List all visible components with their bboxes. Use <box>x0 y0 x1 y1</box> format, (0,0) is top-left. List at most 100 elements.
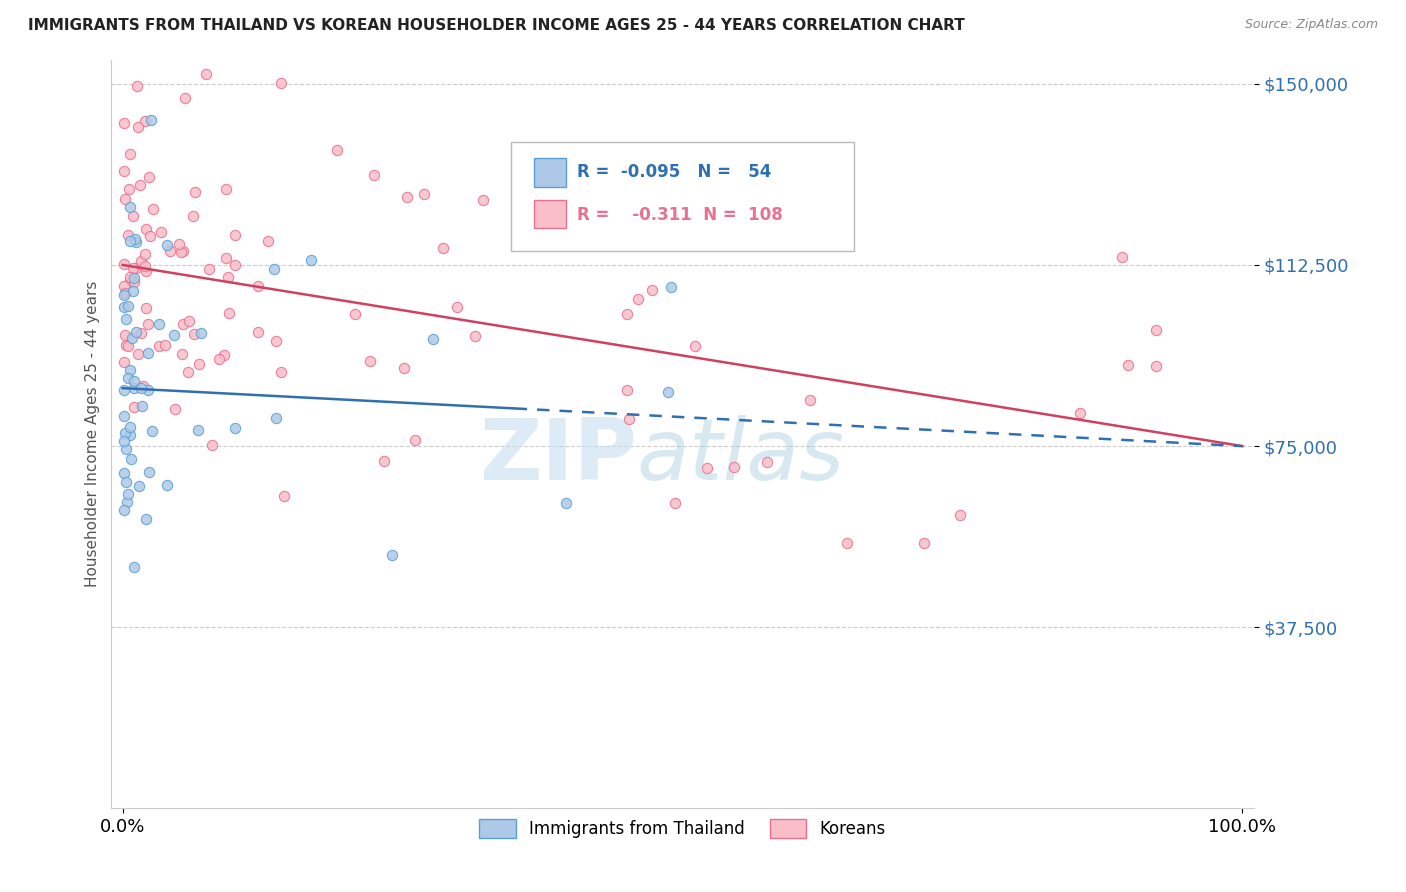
Point <box>117 299 139 313</box>
Point <box>266 411 288 425</box>
Point <box>156 477 179 491</box>
Point <box>117 495 139 509</box>
Point <box>198 262 221 277</box>
Point <box>129 253 152 268</box>
Point <box>212 349 235 363</box>
Point <box>224 421 246 435</box>
Point <box>127 120 149 135</box>
Point <box>187 423 209 437</box>
Point <box>392 361 415 376</box>
Point <box>1116 358 1139 372</box>
Y-axis label: Householder Income Ages 25 - 44 years: Householder Income Ages 25 - 44 years <box>86 281 100 587</box>
Point <box>127 347 149 361</box>
Point <box>112 278 135 293</box>
Point <box>121 210 143 224</box>
Point <box>696 461 718 475</box>
Point <box>124 261 146 276</box>
Point <box>912 535 935 549</box>
Point <box>136 317 159 331</box>
Point <box>124 325 146 339</box>
Point <box>129 326 152 341</box>
Point <box>163 327 186 342</box>
Point <box>799 393 821 408</box>
Point <box>159 244 181 258</box>
Point <box>616 307 638 321</box>
Point <box>343 307 366 321</box>
Point <box>177 314 200 328</box>
Text: ZIP: ZIP <box>479 415 637 498</box>
Point <box>148 338 170 352</box>
Point <box>142 202 165 216</box>
Point <box>118 234 141 248</box>
Point <box>616 207 638 221</box>
Point <box>153 338 176 352</box>
Point <box>264 334 287 348</box>
Point <box>118 200 141 214</box>
Point <box>183 186 205 200</box>
Point <box>135 512 157 526</box>
Point <box>172 244 194 258</box>
Point <box>555 496 578 510</box>
Point <box>149 225 172 239</box>
Point <box>471 193 494 207</box>
Point <box>112 467 135 481</box>
Point <box>422 332 444 346</box>
Point <box>118 182 141 196</box>
Point <box>183 327 205 342</box>
Point <box>218 306 240 320</box>
Point <box>122 261 145 276</box>
Point <box>124 381 146 395</box>
Point <box>135 263 157 277</box>
Point <box>270 76 292 90</box>
Point <box>112 409 135 423</box>
Point <box>949 508 972 522</box>
Point <box>114 338 136 352</box>
Point <box>172 317 194 331</box>
Point <box>112 115 135 129</box>
Point <box>432 241 454 255</box>
Legend: Immigrants from Thailand, Koreans: Immigrants from Thailand, Koreans <box>472 813 893 845</box>
Point <box>129 178 152 192</box>
Point <box>174 91 197 105</box>
Point <box>273 489 295 503</box>
Point <box>132 378 155 392</box>
Point <box>395 190 418 204</box>
Point <box>112 300 135 314</box>
Point <box>112 164 135 178</box>
Point <box>112 503 135 517</box>
Point <box>263 262 285 277</box>
Point <box>373 454 395 468</box>
Point <box>641 284 664 298</box>
Point <box>224 227 246 242</box>
Point <box>1144 323 1167 337</box>
Point <box>170 245 193 260</box>
Point <box>135 222 157 236</box>
Point <box>224 258 246 272</box>
Point <box>112 434 135 448</box>
Point <box>506 208 529 222</box>
Point <box>446 301 468 315</box>
Point <box>124 270 146 285</box>
Point <box>120 147 142 161</box>
Point <box>723 460 745 475</box>
Point <box>1144 359 1167 373</box>
Point <box>326 143 349 157</box>
Point <box>136 383 159 397</box>
Point <box>124 232 146 246</box>
Point <box>115 442 138 457</box>
FancyBboxPatch shape <box>534 200 567 228</box>
Point <box>117 227 139 242</box>
Text: R =  -0.095   N =   54: R = -0.095 N = 54 <box>578 163 772 181</box>
Point <box>299 252 322 267</box>
Point <box>120 451 142 466</box>
Point <box>134 113 156 128</box>
Point <box>1069 406 1091 420</box>
Point <box>125 235 148 249</box>
Point <box>131 399 153 413</box>
Point <box>114 192 136 206</box>
Point <box>136 346 159 360</box>
Point <box>567 237 589 252</box>
Point <box>117 487 139 501</box>
Point <box>122 374 145 388</box>
Point <box>167 236 190 251</box>
